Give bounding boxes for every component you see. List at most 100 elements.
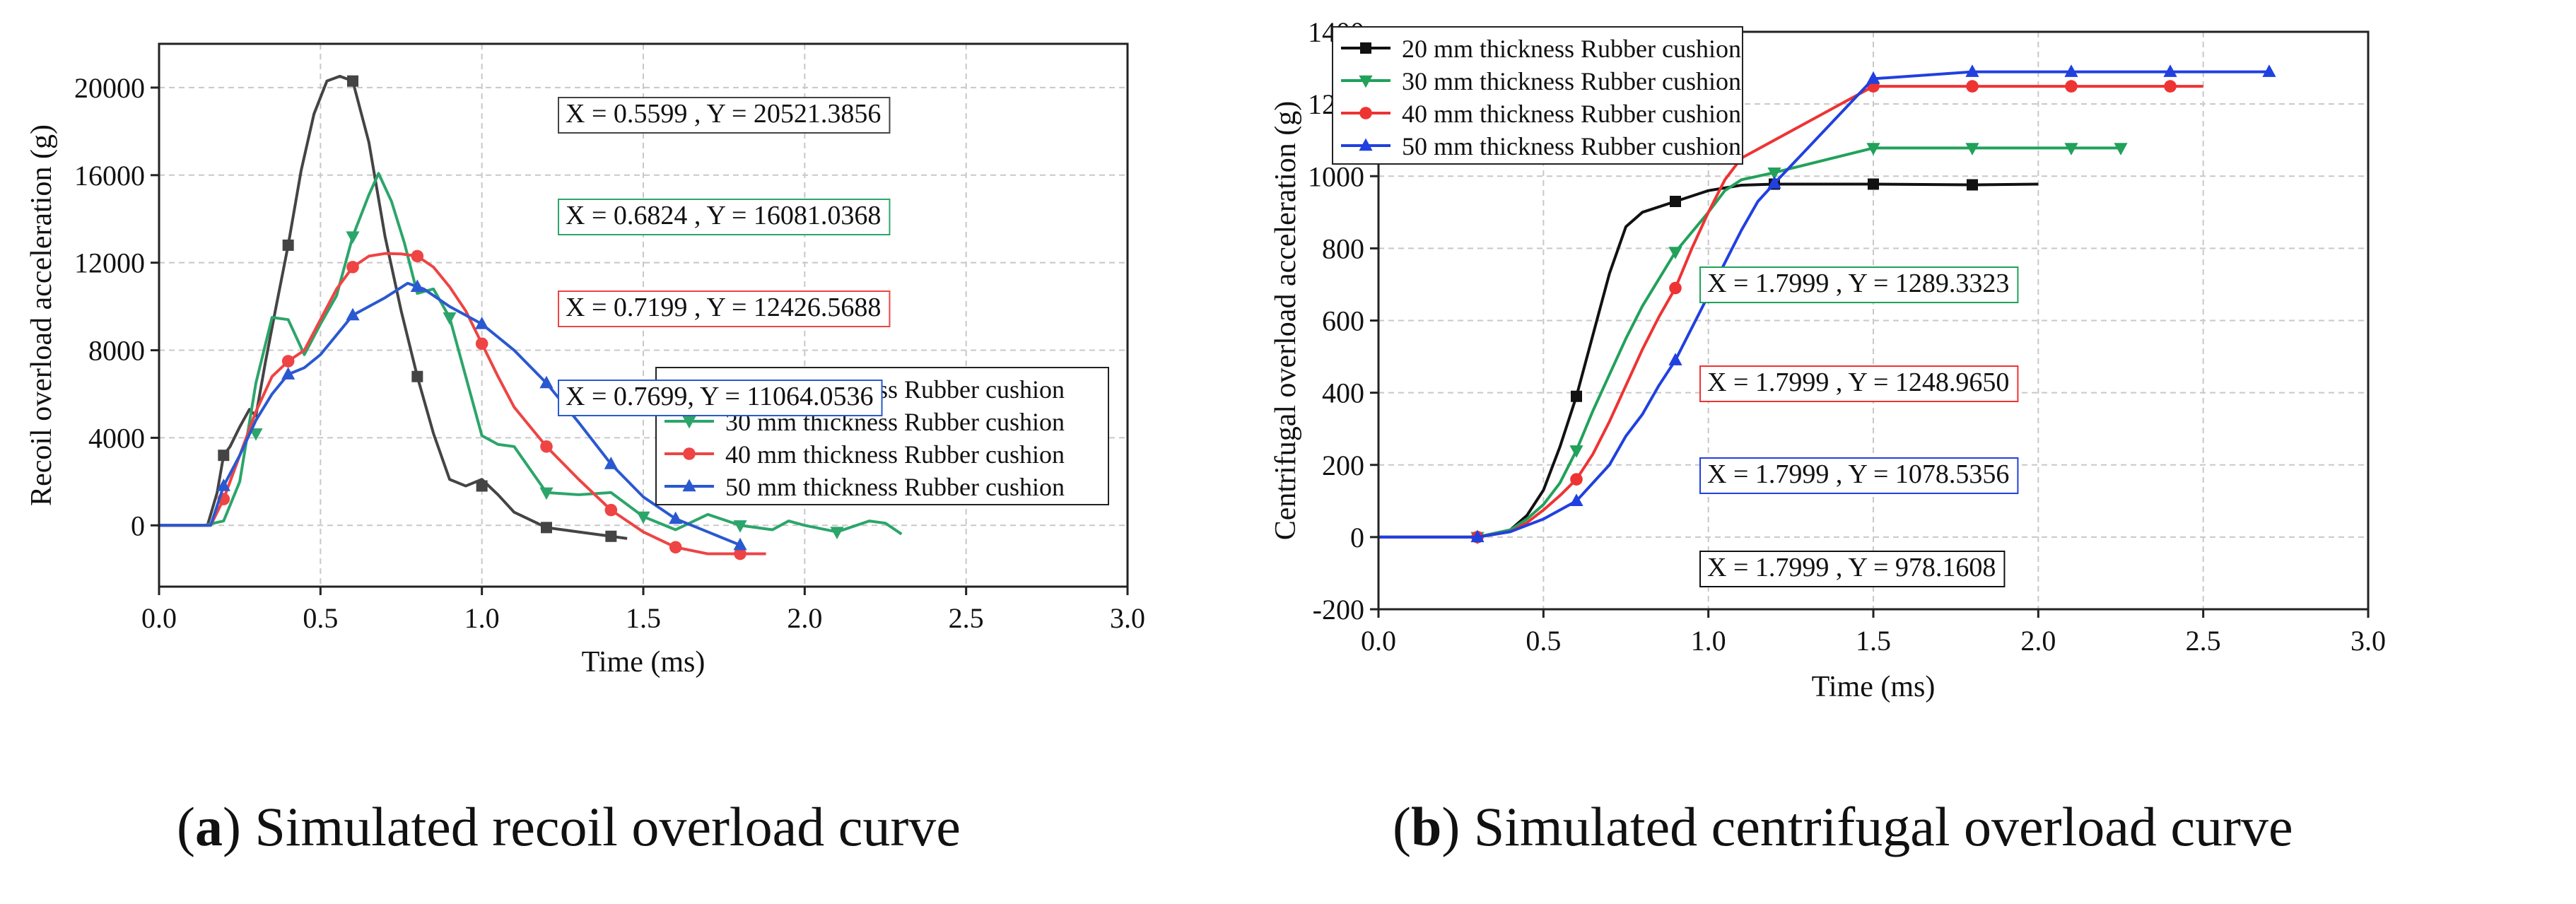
chart1-ytick-label-5: 800 <box>1322 233 1364 264</box>
chart1-annotation-box-3 <box>1699 551 2006 587</box>
chart0-xtick-label-4: 2.0 <box>787 602 822 634</box>
caption-b-letter: b <box>1410 796 1442 857</box>
chart0-xtick-label-6: 3.0 <box>1110 602 1145 634</box>
panel-b-centrifugal-chart: 0.0 0.5 1.0 1.5 2.0 2.5 3.0 -200 0 200 400 600 800 10… <box>1272 0 2576 904</box>
chart0-ytick-label-4: 16000 <box>74 160 145 192</box>
chart0-series-2-point-4 <box>475 337 488 351</box>
chart1-legend-label-1: 30 mm thickness Rubber cushion <box>1402 67 1741 95</box>
chart1-legend-marker-1 <box>1359 75 1373 88</box>
chart1-series-2-point-5 <box>2065 80 2078 93</box>
chart0-series-3-point-8 <box>733 537 747 551</box>
chart1-legend: 20 mm thickness Rubber cushion 30 mm thic… <box>1332 26 1743 165</box>
chart0-annotation-0: X = 0.5599 , Y = 20521.3856 <box>566 99 881 129</box>
chart1-ytick-label-2: 200 <box>1322 450 1364 481</box>
chart1-series-3-point-1 <box>1569 493 1583 507</box>
chart1-annotation-box-0 <box>1699 266 2019 303</box>
chart1-annotation-1: X = 1.7999 , Y = 1248.9650 <box>1707 368 2009 397</box>
chart0-series-3-point-3 <box>410 279 424 292</box>
chart0-series-3-point-2 <box>346 307 360 321</box>
chart1-series-1-point-7 <box>2114 143 2128 155</box>
chart1-legend-marker-2 <box>1359 107 1372 119</box>
chart1-series-3-point-0 <box>1470 529 1485 543</box>
chart1-annotation-box-2 <box>1699 457 2019 494</box>
caption-b-text: Simulated centrifugal overload curve <box>1460 796 2293 857</box>
chart0-legend-marker-3 <box>682 479 696 492</box>
caption-b-open: ( <box>1393 796 1411 857</box>
chart1-ytick-label-0: -200 <box>1313 594 1364 626</box>
chart1-series-1-point-2 <box>1668 247 1682 259</box>
chart1-legend-label-2: 40 mm thickness Rubber cushion <box>1402 100 1741 128</box>
chart1-series-2-point-4 <box>1966 80 1979 93</box>
chart0-legend-marker-2 <box>683 447 696 460</box>
chart1-series-1-point-1 <box>1569 445 1583 458</box>
chart1-annotation-2: X = 1.7999 , Y = 1078.5356 <box>1707 459 2009 489</box>
chart0-series-2-point-1 <box>281 355 295 368</box>
chart0-series-0-point-1 <box>282 239 294 251</box>
chart0-series-2-point-3 <box>411 250 424 263</box>
chart1-series-2-point-6 <box>2164 80 2177 93</box>
chart0-ytick-label-1: 4000 <box>88 422 145 454</box>
chart1-xtick-label-6: 3.0 <box>2350 625 2386 657</box>
chart0-xtick-label-3: 1.5 <box>626 602 661 634</box>
chart1-xtick-label-0: 0.0 <box>1361 625 1396 657</box>
chart0-series-2 <box>159 250 766 560</box>
chart1-series-2-line <box>1378 85 2203 539</box>
chart1-legend-box <box>1332 26 1743 165</box>
chart0-annotation-2: X = 0.7199 , Y = 12426.5688 <box>566 293 881 322</box>
caption-a-text: Simulated recoil overload curve <box>240 796 961 857</box>
chart1-annotation-3: X = 1.7999 , Y = 978.1608 <box>1707 553 1996 582</box>
caption-a-open: ( <box>177 796 195 857</box>
chart1-xtick-label-2: 1.0 <box>1691 625 1726 657</box>
chart1-series-3-point-2 <box>1668 353 1682 365</box>
chart0-series-1-point-3 <box>539 487 554 500</box>
chart0-series-3-point-0 <box>216 479 230 491</box>
chart0-series-2-point-2 <box>346 261 359 274</box>
chart1-legend-marker-3 <box>1359 138 1373 151</box>
chart1-legend-label-0: 20 mm thickness Rubber cushion <box>1402 35 1741 63</box>
chart0-annotation-1: X = 0.6824 , Y = 16081.0368 <box>566 201 881 230</box>
chart0-series-3-point-7 <box>669 511 683 524</box>
chart0-series-3-point-1 <box>281 367 295 380</box>
chart1-annotation-0: X = 1.7999 , Y = 1289.3323 <box>1707 269 2009 298</box>
chart0-series-0-point-2 <box>347 75 358 87</box>
chart0-series-2-point-6 <box>604 503 618 517</box>
chart0-y-axis-title: Recoil overload acceleration (g) <box>25 124 58 506</box>
chart0-xtick-label-2: 1.0 <box>464 602 500 634</box>
chart0-series-1-point-2 <box>443 312 457 325</box>
chart1-ytick-label-1: 0 <box>1350 522 1364 553</box>
chart1-series-2-point-1 <box>1570 473 1583 486</box>
panel-a-recoil-chart: 0.0 0.5 1.0 1.5 2.0 2.5 3.0 0 4000 8000 12000 16000… <box>0 0 1272 904</box>
chart1-series-3-point-7 <box>2163 64 2177 77</box>
chart0-series-3-point-4 <box>475 316 489 329</box>
chart0-series-0-point-4 <box>476 480 488 492</box>
chart0-series-1-point-5 <box>733 520 747 533</box>
chart0-series-1-point-4 <box>636 511 650 524</box>
chart1-legend-label-3: 50 mm thickness Rubber cushion <box>1402 132 1741 160</box>
chart0-xtick-label-5: 2.5 <box>949 602 984 634</box>
chart0-series-0-point-3 <box>411 370 423 382</box>
chart0-series-0-point-6 <box>605 530 617 542</box>
chart0-ytick-label-5: 20000 <box>74 72 145 104</box>
chart1-ytick-label-3: 400 <box>1322 377 1364 409</box>
chart1-series-3-line <box>1378 70 2269 539</box>
chart0-series-0 <box>159 74 628 542</box>
chart0-annotation-3: X = 0.7699, Y = 11064.0536 <box>566 382 874 411</box>
chart0-series-0-line <box>159 74 628 540</box>
chart1-y-axis-title: Centrifugal overload acceleration (g) <box>1272 101 1302 541</box>
chart1-series-1-line <box>1378 146 2121 539</box>
chart0-annotation-box-0 <box>558 97 891 134</box>
caption-b: (b) Simulated centrifugal overload curve <box>1393 795 2293 859</box>
chart0-series-1-point-1 <box>346 231 360 244</box>
caption-a-letter: a <box>194 796 223 857</box>
chart0-series-2-point-8 <box>734 547 747 560</box>
chart0-legend-marker-1 <box>682 416 696 429</box>
chart0-annotation-box-1 <box>558 199 891 235</box>
chart0-xtick-label-0: 0.0 <box>141 602 177 634</box>
chart0-ytick-label-2: 8000 <box>88 335 145 367</box>
chart1-series-0-point-3 <box>1868 178 1879 190</box>
caption-a-close: ) <box>222 796 241 857</box>
chart1-series-1-point-6 <box>2064 143 2078 155</box>
chart0-series-1-point-0 <box>249 428 263 441</box>
chart0-series-2-point-7 <box>669 541 682 554</box>
chart1-series-3-point-4 <box>1866 71 1880 84</box>
